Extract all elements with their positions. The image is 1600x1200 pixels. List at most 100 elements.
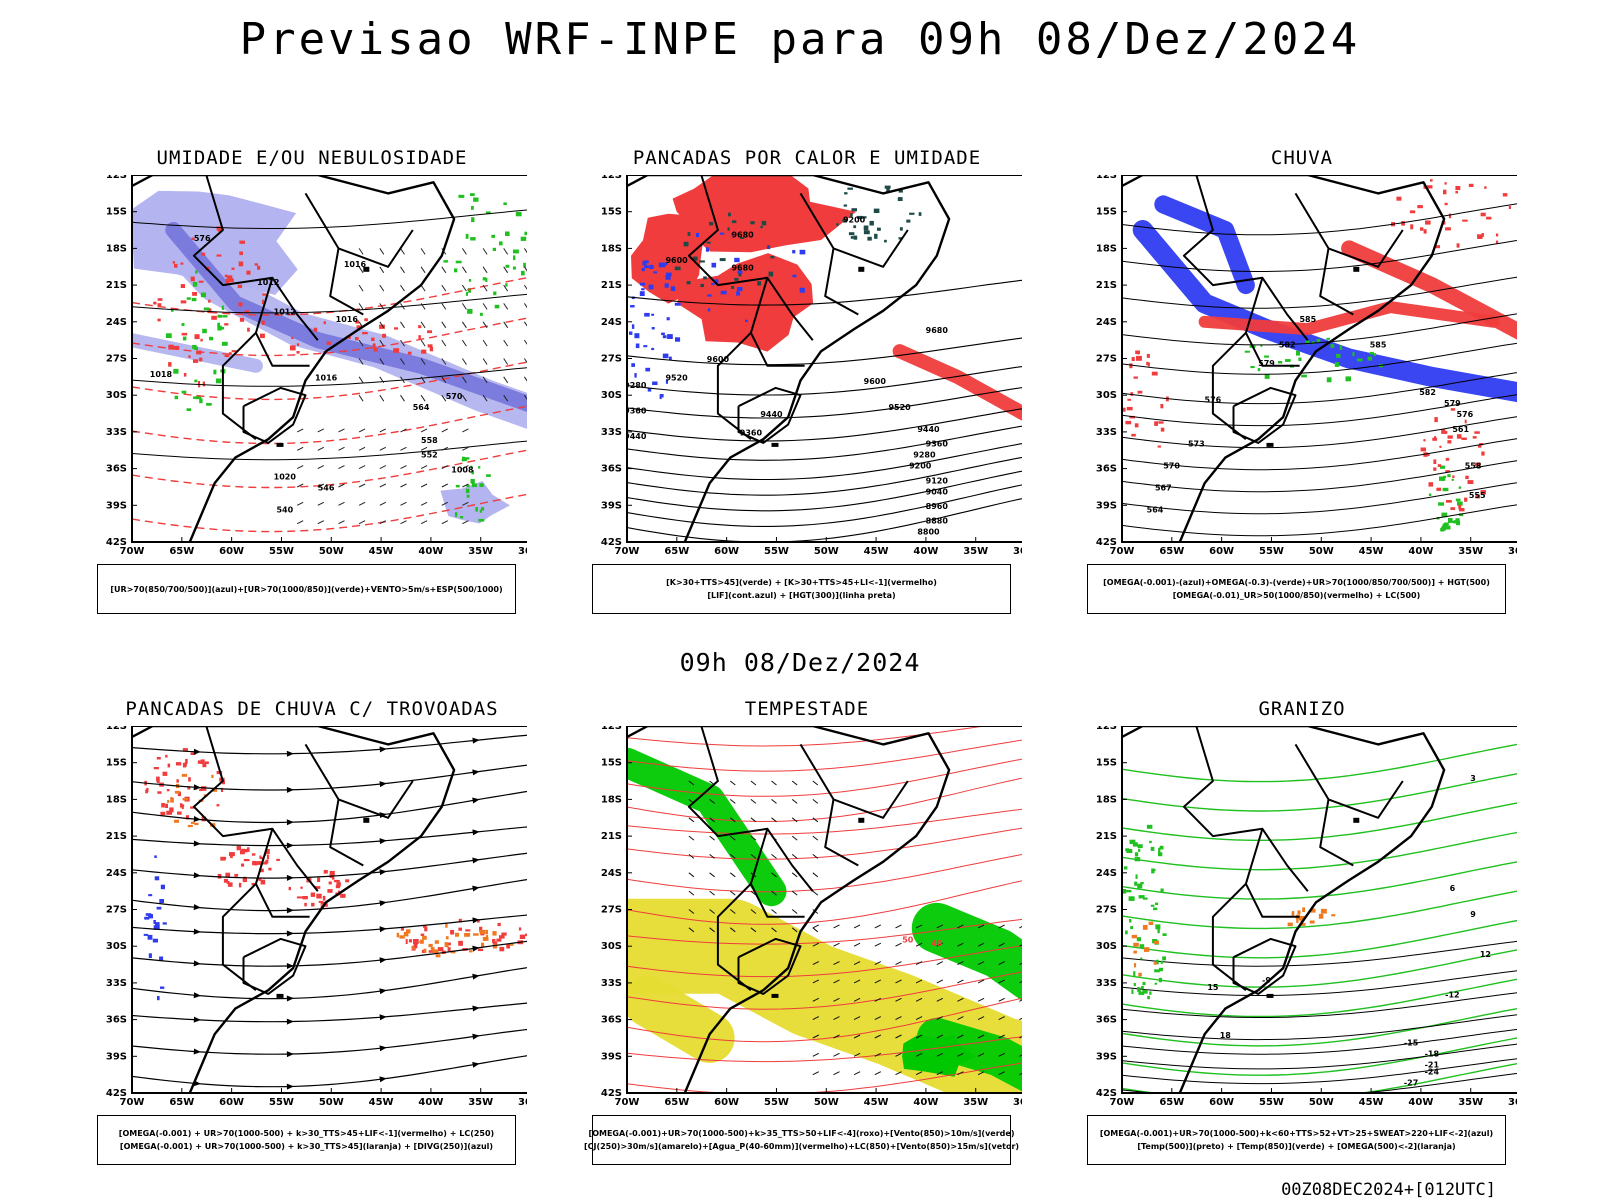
streamline xyxy=(132,790,527,824)
speckle xyxy=(732,220,737,224)
streamline-arrow xyxy=(472,1033,480,1040)
speckle xyxy=(202,328,207,334)
plot-content: 9680 9680 9600 9680 9600 9520 9440 9360 9600 9520… xyxy=(627,175,1022,542)
speckle xyxy=(481,942,485,947)
wind-vector xyxy=(750,799,757,804)
contour-label: 585 xyxy=(1299,315,1316,324)
speckle xyxy=(884,185,891,189)
wind-vector xyxy=(729,835,736,841)
speckle xyxy=(173,345,180,350)
speckle xyxy=(1472,436,1477,439)
speckle xyxy=(518,927,522,931)
speckle xyxy=(468,950,473,953)
lon-tick-label: 40W xyxy=(913,546,938,557)
lon-tick-label: 70W xyxy=(1110,546,1135,557)
geopotential-contour xyxy=(1122,460,1517,493)
speckle xyxy=(326,341,331,345)
wind-vector xyxy=(833,924,840,929)
wind-vector xyxy=(998,924,1005,929)
wind-vector xyxy=(833,1071,840,1076)
speckle xyxy=(244,848,248,853)
speckle xyxy=(168,362,172,367)
speckle xyxy=(1441,526,1446,531)
lat-tick-label: 33S xyxy=(106,427,127,438)
pressure-contour xyxy=(132,367,527,387)
speckle xyxy=(1433,467,1437,471)
speckle xyxy=(300,886,303,889)
speckle xyxy=(1331,914,1336,917)
speckle xyxy=(196,350,202,355)
speckle xyxy=(396,932,400,938)
wind-vector xyxy=(379,339,385,347)
wind-vector xyxy=(977,961,985,966)
speckle xyxy=(288,886,291,891)
speckle xyxy=(665,379,668,384)
speckle xyxy=(202,381,205,387)
speckle xyxy=(731,286,735,289)
wind-vector xyxy=(853,979,861,984)
contour-label: 555 xyxy=(1469,491,1486,500)
speckle xyxy=(153,920,156,924)
speckle xyxy=(160,884,165,890)
speckle xyxy=(1457,501,1463,506)
lat-tick-label: 18S xyxy=(1096,794,1117,805)
legend-line-2: [OMEGA(-0.001) + UR>70(1000-500) + k>30_… xyxy=(119,1142,494,1151)
speckle xyxy=(497,922,501,927)
height-contour xyxy=(627,484,1022,527)
speckle xyxy=(1439,476,1445,481)
wind-vector xyxy=(791,817,798,823)
wind-vector xyxy=(400,428,407,433)
speckle xyxy=(485,929,488,935)
wind-vector xyxy=(503,394,509,402)
speckle xyxy=(515,211,522,217)
contour-label: 9600 xyxy=(707,355,730,364)
streamline-arrow xyxy=(286,842,294,849)
speckle xyxy=(228,278,234,283)
contour-label: 573 xyxy=(1188,440,1205,449)
speckle xyxy=(201,786,207,791)
wind-vector xyxy=(833,942,840,947)
contour-label: 9040 xyxy=(926,487,949,496)
legend-line-1: [OMEGA(-0.001)-(azul)+OMEGA(-0.3)-(verde… xyxy=(1103,578,1490,587)
speckle xyxy=(478,466,481,469)
speckle xyxy=(1146,353,1150,358)
wind-vector xyxy=(688,872,695,878)
wind-vector xyxy=(709,872,715,878)
wind-vector xyxy=(441,376,447,384)
speckle xyxy=(212,787,217,792)
lat-tick-label: 15S xyxy=(106,207,127,218)
speckle xyxy=(450,930,455,935)
geopotential-contour xyxy=(1122,482,1517,515)
streamline-arrow xyxy=(472,885,480,892)
wind-vector xyxy=(379,446,387,451)
speckle xyxy=(851,208,857,212)
speckle xyxy=(1326,337,1330,340)
speckle xyxy=(1456,434,1462,439)
speckle xyxy=(201,252,206,256)
lon-tick-label: 70W xyxy=(1110,1097,1135,1108)
geopotential-contour xyxy=(1122,438,1517,471)
speckle xyxy=(465,488,470,494)
height-contour xyxy=(627,456,1022,496)
speckle xyxy=(172,261,175,264)
speckle xyxy=(1152,868,1156,872)
speckle xyxy=(333,879,340,883)
wind-vector xyxy=(729,799,736,804)
speckle xyxy=(209,336,214,341)
speckle xyxy=(152,938,158,943)
temp850-contour xyxy=(1122,802,1517,842)
contour-label: -18 xyxy=(1425,1049,1440,1058)
contour-label: 567 xyxy=(1155,484,1172,493)
wind-vector xyxy=(462,465,469,470)
wind-vector xyxy=(729,854,736,859)
wind-vector xyxy=(709,835,715,841)
speckle xyxy=(194,334,200,340)
speckle xyxy=(642,261,647,266)
panel-legend: [OMEGA(-0.001)+UR>70(1000-500)+k<60+TTS>… xyxy=(1087,1115,1506,1165)
speckle xyxy=(1134,423,1139,428)
wind-vector xyxy=(379,321,385,329)
storm-contour xyxy=(627,880,1022,925)
storm-contour xyxy=(627,827,1022,860)
wind-vector xyxy=(523,321,527,327)
speckle xyxy=(1122,889,1127,894)
